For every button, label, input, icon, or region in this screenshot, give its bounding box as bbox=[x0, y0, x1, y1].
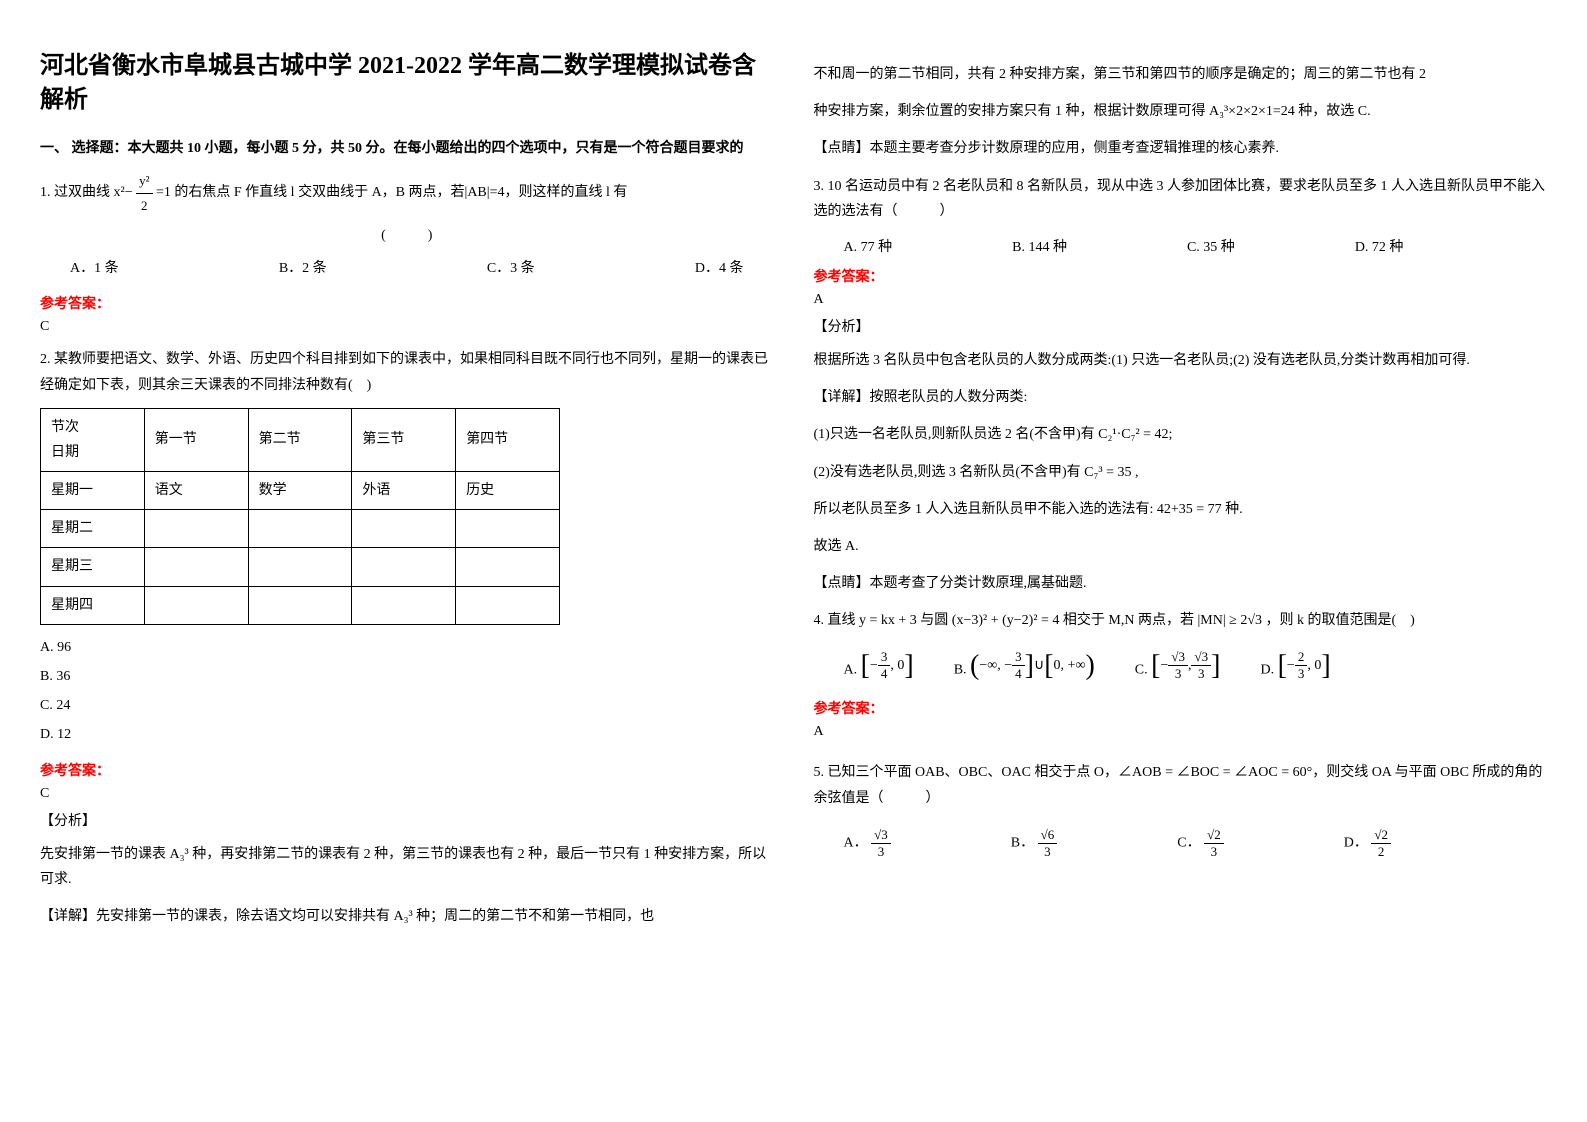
table-row: 星期三 bbox=[41, 548, 560, 586]
q1-opt-a: A．1 条 bbox=[70, 256, 119, 281]
q1-opt-c: C．3 条 bbox=[487, 256, 535, 281]
q3-answer: A bbox=[814, 292, 1548, 308]
q4-options: A. [−34, 0] B. (−∞, −34]∪[0, +∞) C. [−√3… bbox=[844, 649, 1548, 682]
q2-th-4: 第四节 bbox=[456, 408, 560, 471]
q3-opt-b: B. 144 种 bbox=[1012, 236, 1067, 256]
right-column: 不和周一的第二节相同，共有 2 种安排方案，第三节和第四节的顺序是确定的；周三的… bbox=[814, 50, 1548, 941]
left-column: 河北省衡水市阜城县古城中学 2021-2022 学年高二数学理模拟试卷含解析 一… bbox=[40, 50, 774, 941]
q3-analysis: 根据所选 3 名队员中包含老队员的人数分成两类:(1) 只选一名老队员;(2) … bbox=[814, 348, 1548, 373]
q3-opt-a: A. 77 种 bbox=[844, 236, 893, 256]
q4-opt-c: C. [−√33, √33] bbox=[1135, 649, 1221, 682]
q2-th-2: 第二节 bbox=[248, 408, 352, 471]
q5-opt-d: D． √22 bbox=[1344, 827, 1391, 860]
q1-options: A．1 条 B．2 条 C．3 条 D．4 条 bbox=[40, 256, 774, 281]
q2-cont-1: 不和周一的第二节相同，共有 2 种安排方案，第三节和第四节的顺序是确定的；周三的… bbox=[814, 62, 1548, 87]
main-title: 河北省衡水市阜城县古城中学 2021-2022 学年高二数学理模拟试卷含解析 bbox=[40, 50, 774, 117]
q3-detail-2: (2)没有选老队员,则选 3 名新队员(不含甲)有 C₇³ = 35 , bbox=[814, 460, 1548, 485]
q2-detail: 【详解】先安排第一节的课表，除去语文均可以安排共有 A₃³ 种；周二的第二节不和… bbox=[40, 904, 774, 929]
q4-opt-a: A. [−34, 0] bbox=[844, 649, 914, 682]
q5-opt-b: B． √63 bbox=[1011, 827, 1057, 860]
q4-opt-b: B. (−∞, −34]∪[0, +∞) bbox=[954, 649, 1095, 682]
q1-frac-num: y² bbox=[136, 169, 152, 193]
question-4: 4. 直线 y = kx + 3 与圆 (x−3)² + (y−2)² = 4 … bbox=[814, 608, 1548, 633]
q1-pre: 1. 过双曲线 x²− bbox=[40, 185, 133, 200]
q1-fraction: y² 2 bbox=[136, 169, 152, 217]
q3-dianjing: 【点睛】本题考查了分类计数原理,属基础题. bbox=[814, 571, 1548, 596]
q3-detail-1: (1)只选一名老队员,则新队员选 2 名(不含甲)有 C₂¹·C₇² = 42; bbox=[814, 422, 1548, 447]
question-1: 1. 过双曲线 x²− y² 2 =1 的右焦点 F 作直线 l 交双曲线于 A… bbox=[40, 169, 774, 281]
question-5: 5. 已知三个平面 OAB、OBC、OAC 相交于点 O，∠AOB = ∠BOC… bbox=[814, 760, 1548, 810]
q2-th-3: 第三节 bbox=[352, 408, 456, 471]
q5-options: A． √33 B． √63 C． √23 D． √22 bbox=[844, 827, 1548, 860]
q5-opt-c: C． √23 bbox=[1177, 827, 1223, 860]
q2-analysis-label: 【分析】 bbox=[40, 810, 774, 830]
q2-th-0: 节次 日期 bbox=[41, 408, 145, 471]
q3-options: A. 77 种 B. 144 种 C. 35 种 D. 72 种 bbox=[814, 236, 1548, 256]
q3-detail-header: 【详解】按照老队员的人数分两类: bbox=[814, 385, 1548, 410]
q3-answer-label: 参考答案： bbox=[814, 266, 1548, 286]
table-row: 星期四 bbox=[41, 586, 560, 624]
q2-dianjing: 【点睛】本题主要考查分步计数原理的应用，侧重考查逻辑推理的核心素养. bbox=[814, 136, 1548, 161]
q1-post: =1 的右焦点 F 作直线 l 交双曲线于 A，B 两点，若|AB|=4，则这样… bbox=[156, 185, 627, 200]
q5-opt-a: A． √33 bbox=[844, 827, 891, 860]
section-1-header: 一、 选择题：本大题共 10 小题，每小题 5 分，共 50 分。在每小题给出的… bbox=[40, 137, 774, 157]
q2-th-1: 第一节 bbox=[144, 408, 248, 471]
q2-answer: C bbox=[40, 786, 774, 802]
q3-analysis-label: 【分析】 bbox=[814, 316, 1548, 336]
q2-analysis: 先安排第一节的课表 A₃³ 种，再安排第二节的课表有 2 种，第三节的课表也有 … bbox=[40, 842, 774, 892]
q3-detail-3: 所以老队员至多 1 人入选且新队员甲不能入选的选法有: 42+35 = 77 种… bbox=[814, 497, 1548, 522]
q2-options: A. 96 B. 36 C. 24 D. 12 bbox=[40, 635, 774, 748]
q1-opt-b: B．2 条 bbox=[279, 256, 327, 281]
q1-opt-d: D．4 条 bbox=[695, 256, 744, 281]
q3-opt-d: D. 72 种 bbox=[1355, 236, 1404, 256]
table-row: 星期一 语文 数学 外语 历史 bbox=[41, 472, 560, 510]
q2-opt-b: B. 36 bbox=[40, 664, 774, 689]
q4-answer: A bbox=[814, 724, 1548, 740]
q1-paren: ( ) bbox=[40, 223, 774, 248]
q2-table: 节次 日期 第一节 第二节 第三节 第四节 星期一 语文 数学 外语 历史 星期… bbox=[40, 408, 560, 625]
q1-frac-den: 2 bbox=[136, 194, 152, 217]
q2-opt-a: A. 96 bbox=[40, 635, 774, 660]
q2-opt-c: C. 24 bbox=[40, 693, 774, 718]
q4-answer-label: 参考答案： bbox=[814, 698, 1548, 718]
q2-answer-label: 参考答案： bbox=[40, 760, 774, 780]
table-row: 星期二 bbox=[41, 510, 560, 548]
q3-opt-c: C. 35 种 bbox=[1187, 236, 1235, 256]
question-2: 2. 某教师要把语文、数学、外语、历史四个科目排到如下的课表中，如果相同科目既不… bbox=[40, 347, 774, 747]
q2-opt-d: D. 12 bbox=[40, 722, 774, 747]
q2-cont-2: 种安排方案，剩余位置的安排方案只有 1 种，根据计数原理可得 A₃³×2×2×1… bbox=[814, 99, 1548, 124]
question-3: 3. 10 名运动员中有 2 名老队员和 8 名新队员，现从中选 3 人参加团体… bbox=[814, 174, 1548, 224]
q3-detail-4: 故选 A. bbox=[814, 534, 1548, 559]
q1-answer-label: 参考答案： bbox=[40, 293, 774, 313]
q1-answer: C bbox=[40, 319, 774, 335]
q4-opt-d: D. [−23, 0] bbox=[1260, 649, 1330, 682]
q2-text: 2. 某教师要把语文、数学、外语、历史四个科目排到如下的课表中，如果相同科目既不… bbox=[40, 347, 774, 397]
